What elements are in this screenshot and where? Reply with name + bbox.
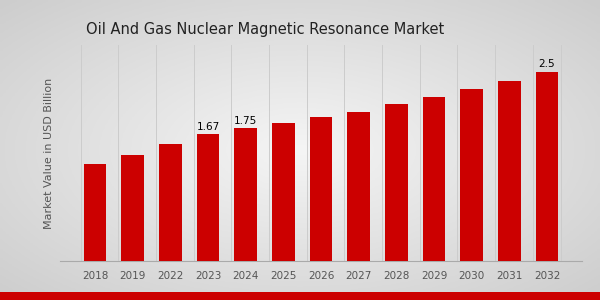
Text: 2.5: 2.5	[539, 59, 555, 69]
Bar	[159, 143, 182, 261]
Bar	[347, 112, 370, 261]
Bar	[385, 104, 407, 261]
Bar	[498, 81, 521, 261]
Bar	[197, 134, 220, 261]
Bar	[235, 128, 257, 261]
Bar	[310, 117, 332, 261]
Text: Oil And Gas Nuclear Magnetic Resonance Market: Oil And Gas Nuclear Magnetic Resonance M…	[86, 22, 445, 37]
Text: 1.75: 1.75	[234, 116, 257, 126]
Bar	[121, 155, 144, 261]
Text: 1.67: 1.67	[196, 122, 220, 132]
Y-axis label: Market Value in USD Billion: Market Value in USD Billion	[44, 77, 55, 229]
Bar	[536, 71, 558, 261]
Bar	[272, 123, 295, 261]
Bar	[84, 164, 106, 261]
Bar	[460, 89, 483, 261]
Bar	[422, 97, 445, 261]
